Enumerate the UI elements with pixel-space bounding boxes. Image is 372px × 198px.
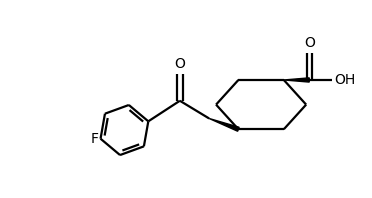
Text: OH: OH	[334, 73, 355, 87]
Polygon shape	[209, 118, 239, 131]
Text: O: O	[174, 57, 185, 71]
Text: F: F	[90, 132, 98, 146]
Polygon shape	[284, 78, 309, 82]
Text: O: O	[304, 36, 315, 50]
